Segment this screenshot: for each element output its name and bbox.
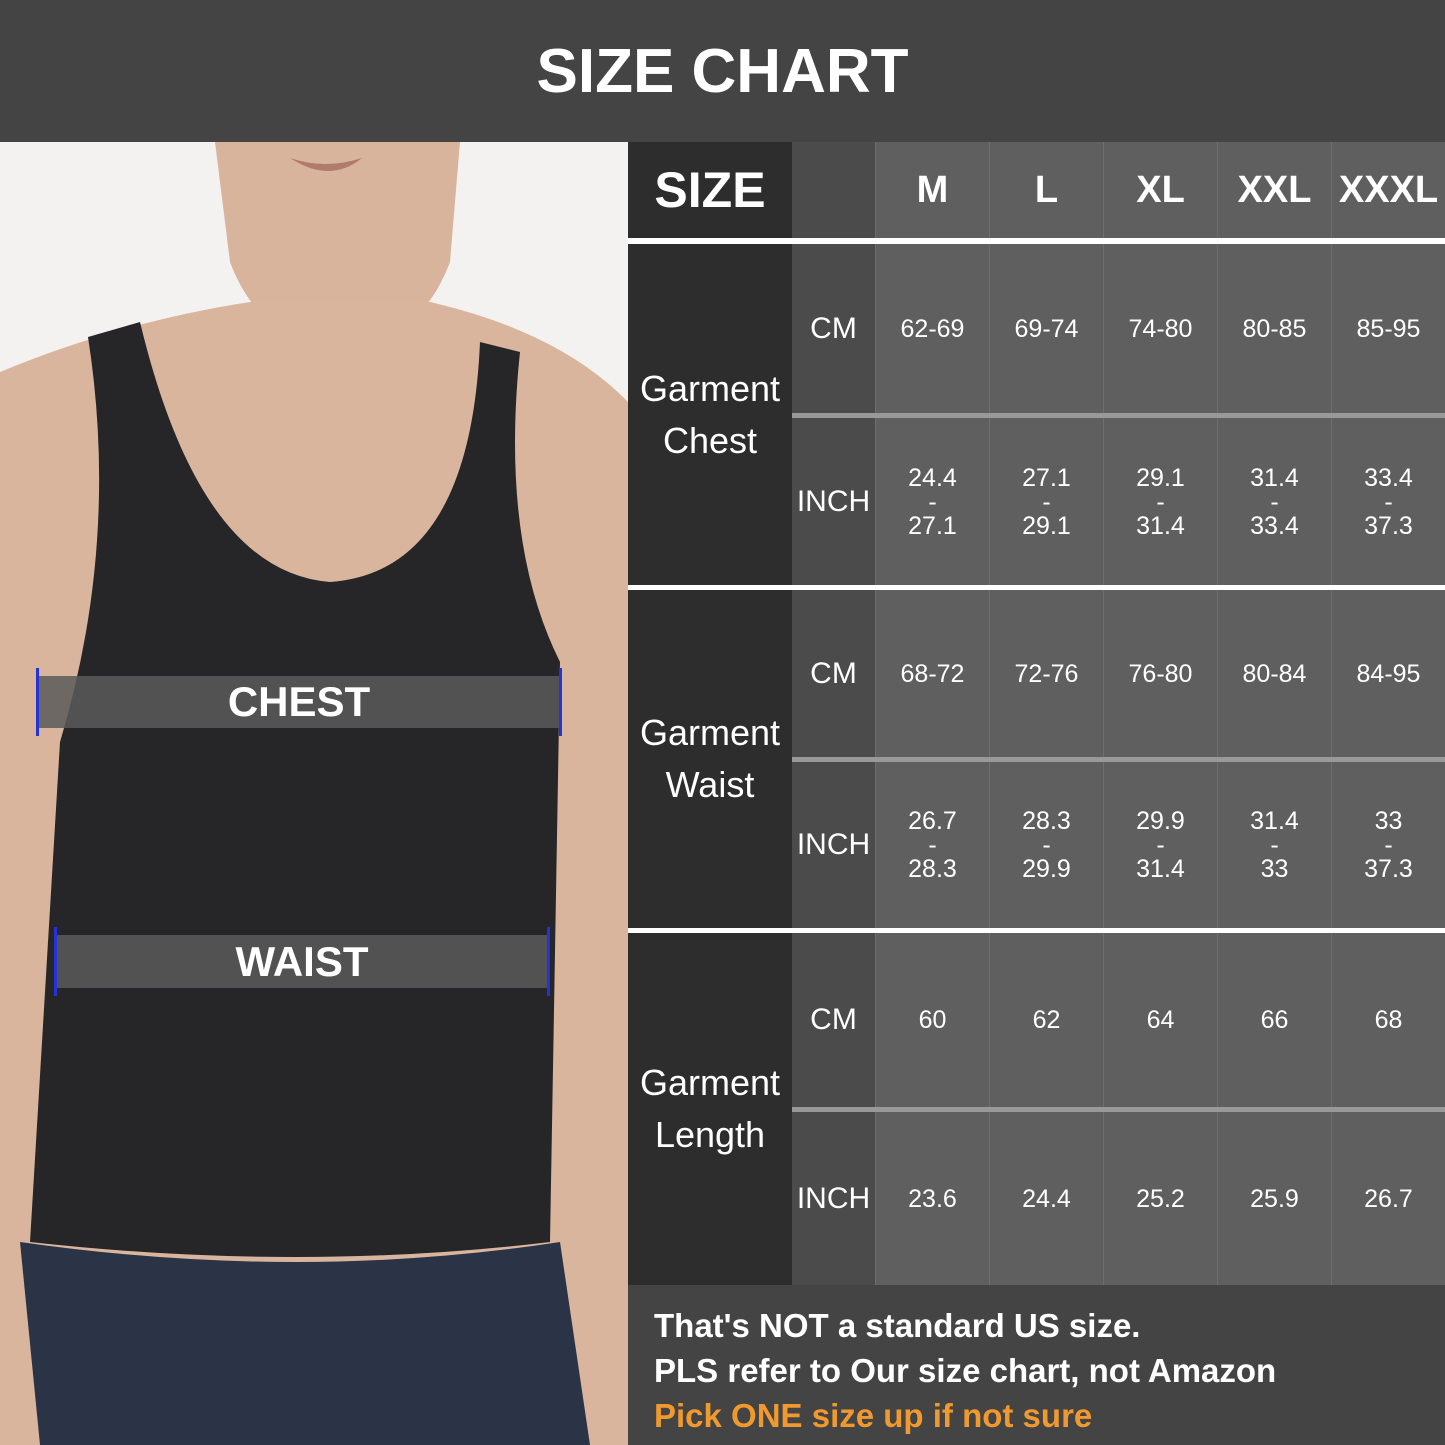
measurement-cell: 80-84	[1217, 590, 1331, 757]
unit-label: CM	[792, 244, 875, 413]
section-label: Garment Chest	[628, 244, 792, 585]
model-photo: CHEST WAIST	[0, 142, 628, 1445]
size-col-m: M	[875, 142, 989, 238]
measurement-cell: 68	[1331, 933, 1445, 1107]
measurement-cell: 28.3-29.9	[989, 762, 1103, 928]
section-divider	[628, 585, 1445, 590]
chest-label: CHEST	[227, 678, 371, 725]
section-label: Garment Waist	[628, 590, 792, 928]
unit-label: INCH	[792, 762, 875, 928]
unit-label: CM	[792, 933, 875, 1107]
note-line-2: PLS refer to Our size chart, not Amazon	[654, 1352, 1277, 1389]
note-line-3: Pick ONE size up if not sure	[654, 1397, 1093, 1434]
waist-measure-band: WAIST	[54, 927, 550, 996]
size-col-xxxl: XXXL	[1331, 142, 1445, 238]
waist-label: WAIST	[235, 937, 369, 985]
measurement-cell: 24.4-27.1	[875, 418, 989, 585]
row-divider	[792, 1107, 1445, 1112]
measurement-cell: 62	[989, 933, 1103, 1107]
note-line-1: That's NOT a standard US size.	[654, 1307, 1141, 1344]
measurement-cell: 29.9-31.4	[1103, 762, 1217, 928]
measurement-cell: 72-76	[989, 590, 1103, 757]
measurement-cell: 23.6	[875, 1112, 989, 1285]
measurement-cell: 76-80	[1103, 590, 1217, 757]
page-title: SIZE CHART	[0, 0, 1445, 142]
measurement-cell: 31.4-33.4	[1217, 418, 1331, 585]
measurement-cell: 64	[1103, 933, 1217, 1107]
unit-label: INCH	[792, 1112, 875, 1285]
measurement-cell: 25.2	[1103, 1112, 1217, 1285]
measurement-cell: 66	[1217, 933, 1331, 1107]
measurement-cell: 84-95	[1331, 590, 1445, 757]
measurement-cell: 29.1-31.4	[1103, 418, 1217, 585]
measurement-cell: 24.4	[989, 1112, 1103, 1285]
size-col-xl: XL	[1103, 142, 1217, 238]
section-label: Garment Length	[628, 933, 792, 1285]
measurement-cell: 25.9	[1217, 1112, 1331, 1285]
size-table: SIZE M L XL XXL XXXL Garment Chest CM 62-69 69-74 7…	[628, 142, 1445, 1285]
model-illustration	[0, 142, 628, 1445]
measurement-cell: 26.7	[1331, 1112, 1445, 1285]
size-header: SIZE	[628, 142, 792, 238]
unit-label: INCH	[792, 418, 875, 585]
measurement-cell: 68-72	[875, 590, 989, 757]
row-divider	[792, 413, 1445, 418]
measurement-cell: 69-74	[989, 244, 1103, 413]
section-divider	[628, 928, 1445, 933]
measurement-cell: 33-37.3	[1331, 762, 1445, 928]
measurement-cell: 33.4-37.3	[1331, 418, 1445, 585]
size-col-l: L	[989, 142, 1103, 238]
chest-measure-band: CHEST	[36, 668, 562, 736]
measurement-cell: 80-85	[1217, 244, 1331, 413]
measurement-cell: 62-69	[875, 244, 989, 413]
measurement-cell: 31.4-33	[1217, 762, 1331, 928]
unit-label: CM	[792, 590, 875, 757]
measurement-cell: 27.1-29.1	[989, 418, 1103, 585]
measurement-cell: 26.7-28.3	[875, 762, 989, 928]
section-divider	[628, 239, 1445, 244]
measurement-cell: 60	[875, 933, 989, 1107]
measurement-cell: 74-80	[1103, 244, 1217, 413]
measurement-cell: 85-95	[1331, 244, 1445, 413]
size-note: That's NOT a standard US size. PLS refer…	[628, 1285, 1445, 1445]
size-col-xxl: XXL	[1217, 142, 1331, 238]
row-divider	[792, 757, 1445, 762]
unit-header-blank	[792, 142, 875, 238]
